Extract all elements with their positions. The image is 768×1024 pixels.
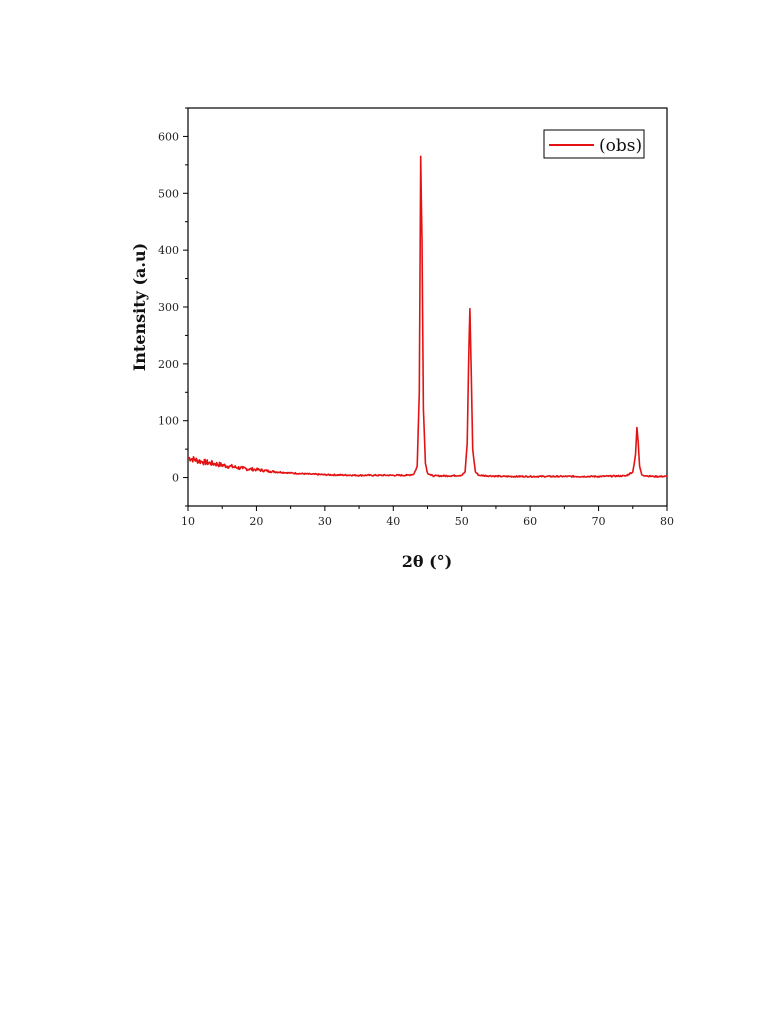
legend-label: (obs): [599, 136, 642, 156]
y-tick-label: 600: [158, 130, 179, 143]
y-tick-label: 0: [172, 472, 179, 485]
y-tick-label: 500: [158, 187, 179, 200]
x-tick-label: 50: [455, 515, 469, 528]
axis-ticks: [183, 107, 668, 511]
y-tick-label: 300: [158, 301, 179, 314]
series-obs-line: [187, 155, 668, 478]
x-tick-label: 10: [181, 515, 195, 528]
plot-frame: [187, 107, 668, 507]
x-tick-label: 40: [386, 515, 400, 528]
x-axis-title: 2θ (°): [402, 552, 453, 571]
x-tick-label: 60: [523, 515, 537, 528]
tick-labels: 10 20 30 40 50 60 70 80 0 100 200 300 400 500 600: [158, 130, 674, 528]
y-tick-label: 200: [158, 358, 179, 371]
y-tick-label: 400: [158, 244, 179, 257]
legend: (obs): [543, 129, 645, 159]
y-axis-title: Intensity (a.u): [130, 243, 149, 371]
x-tick-label: 30: [318, 515, 332, 528]
x-tick-label: 80: [660, 515, 674, 528]
x-tick-label: 70: [592, 515, 606, 528]
y-tick-label: 100: [158, 415, 179, 428]
x-tick-label: 20: [249, 515, 263, 528]
